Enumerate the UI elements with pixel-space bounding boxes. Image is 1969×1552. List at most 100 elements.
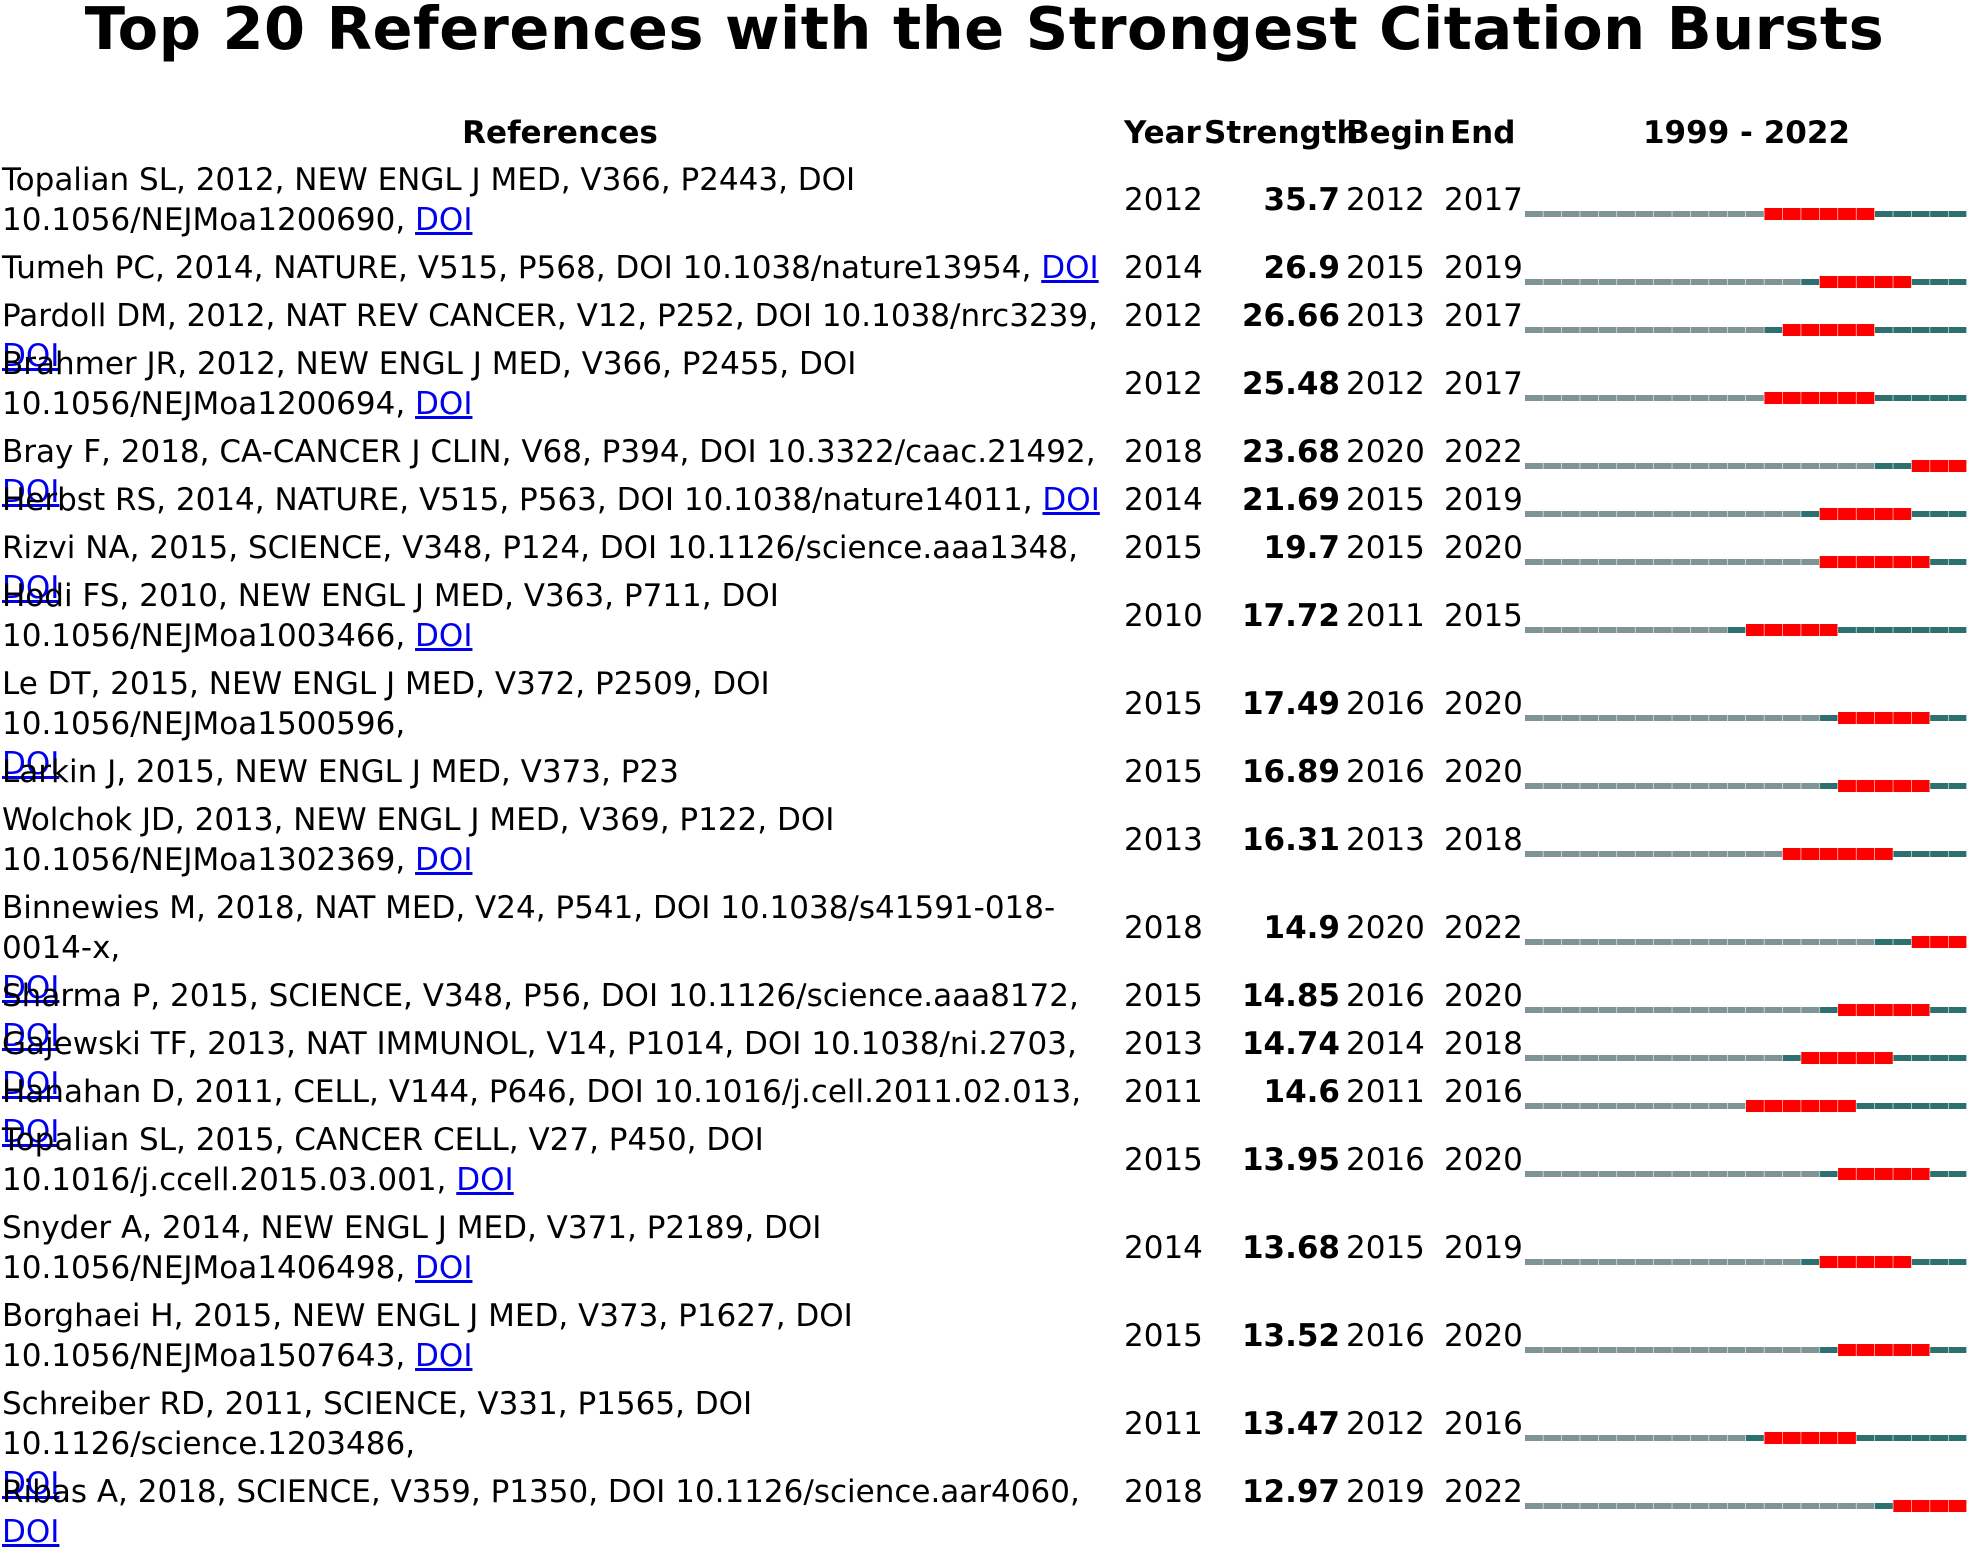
doi-link[interactable]: DOI [2, 338, 60, 374]
timeline-segment [1948, 783, 1967, 789]
doi-link[interactable]: DOI [2, 1066, 60, 1102]
timeline-segment [1617, 511, 1635, 517]
burst-segment [1893, 1168, 1912, 1180]
burst-segment [1893, 508, 1912, 520]
burst-timeline [1525, 208, 1967, 220]
doi-link[interactable]: DOI [415, 618, 473, 654]
timeline-segment [1653, 1055, 1672, 1061]
timeline-segment [1561, 211, 1580, 217]
doi-link[interactable]: DOI [415, 1250, 473, 1286]
year-cell: 2018 [1124, 910, 1203, 946]
doi-link[interactable]: DOI [2, 970, 60, 1006]
begin-cell: 2016 [1346, 978, 1425, 1014]
burst-segment [1801, 324, 1820, 336]
timeline-segment [1690, 783, 1709, 789]
doi-link[interactable]: DOI [1042, 482, 1100, 518]
timeline-segment [1635, 559, 1654, 565]
timeline-segment [1598, 1103, 1617, 1109]
burst-segment [1838, 208, 1856, 220]
doi-link[interactable]: DOI [415, 386, 473, 422]
timeline-segment [1911, 327, 1930, 333]
timeline-segment [1746, 715, 1764, 721]
doi-link[interactable]: DOI [1041, 250, 1099, 286]
timeline-segment [1948, 559, 1967, 565]
strength-cell: 14.85 [1241, 978, 1340, 1014]
doi-link[interactable]: DOI [2, 570, 60, 606]
burst-segment [1856, 1168, 1875, 1180]
table-row: Herbst RS, 2014, NATURE, V515, P563, DOI… [0, 480, 1969, 520]
doi-link[interactable]: DOI [2, 474, 60, 510]
doi-link[interactable]: DOI [2, 1514, 60, 1550]
table-row: Borghaei H, 2015, NEW ENGL J MED, V373, … [0, 1296, 1969, 1376]
doi-link[interactable]: DOI [2, 1114, 60, 1150]
reference-text: Le DT, 2015, NEW ENGL J MED, V372, P2509… [2, 664, 1114, 784]
burst-segment [1856, 1052, 1875, 1064]
timeline-segment [1727, 279, 1746, 285]
reference-text: Borghaei H, 2015, NEW ENGL J MED, V373, … [2, 1296, 1114, 1376]
timeline-segment [1838, 627, 1856, 633]
timeline-segment [1635, 1259, 1654, 1265]
timeline-segment [1653, 939, 1672, 945]
burst-segment [1838, 1168, 1856, 1180]
timeline-segment [1635, 1435, 1654, 1441]
begin-cell: 2011 [1346, 1074, 1425, 1110]
timeline-segment [1709, 1055, 1727, 1061]
timeline-segment [1690, 1259, 1709, 1265]
timeline-segment [1561, 1007, 1580, 1013]
burst-segment [1764, 1100, 1783, 1112]
table-row: Hanahan D, 2011, CELL, V144, P646, DOI 1… [0, 1072, 1969, 1150]
timeline-segment [1948, 1103, 1967, 1109]
reference-line: Bray F, 2018, CA-CANCER J CLIN, V68, P39… [2, 434, 1096, 470]
timeline-segment [1543, 1055, 1562, 1061]
burst-segment [1911, 780, 1930, 792]
timeline-segment [1764, 939, 1783, 945]
header-year-range: 1999 - 2022 [1642, 115, 1850, 151]
timeline-segment [1801, 279, 1820, 285]
timeline-segment [1580, 279, 1599, 285]
timeline-segment [1838, 1503, 1856, 1509]
doi-link[interactable]: DOI [456, 1162, 514, 1198]
doi-link[interactable]: DOI [415, 202, 473, 238]
timeline-segment [1525, 1347, 1543, 1353]
timeline-segment [1543, 463, 1562, 469]
burst-timeline [1525, 392, 1967, 404]
timeline-segment [1635, 211, 1654, 217]
timeline-segment [1672, 1347, 1691, 1353]
begin-cell: 2013 [1346, 822, 1425, 858]
timeline-segment [1930, 1347, 1948, 1353]
timeline-segment [1598, 559, 1617, 565]
timeline-segment [1598, 715, 1617, 721]
timeline-segment [1893, 327, 1912, 333]
timeline-segment [1543, 939, 1562, 945]
timeline-segment [1801, 559, 1820, 565]
timeline-segment [1819, 463, 1838, 469]
doi-link[interactable]: DOI [415, 1338, 473, 1374]
timeline-segment [1580, 511, 1599, 517]
year-cell: 2012 [1124, 182, 1203, 218]
year-cell: 2010 [1124, 598, 1203, 634]
doi-link[interactable]: DOI [2, 1466, 60, 1502]
end-cell: 2018 [1444, 822, 1523, 858]
doi-link[interactable]: DOI [2, 746, 60, 782]
timeline-segment [1580, 715, 1599, 721]
strength-cell: 19.7 [1263, 530, 1341, 566]
timeline-segment [1782, 1007, 1801, 1013]
timeline-segment [1580, 783, 1599, 789]
timeline-segment [1598, 1435, 1617, 1441]
burst-timeline [1525, 1432, 1967, 1444]
timeline-segment [1543, 715, 1562, 721]
timeline-segment [1690, 327, 1709, 333]
timeline-segment [1782, 559, 1801, 565]
timeline-segment [1782, 463, 1801, 469]
timeline-segment [1782, 1171, 1801, 1177]
burst-timeline [1525, 508, 1967, 520]
doi-link[interactable]: DOI [2, 1018, 60, 1054]
burst-segment [1819, 848, 1838, 860]
burst-segment [1893, 712, 1912, 724]
timeline-segment [1930, 1007, 1948, 1013]
table-row: Hodi FS, 2010, NEW ENGL J MED, V363, P71… [0, 576, 1969, 656]
year-cell: 2018 [1124, 434, 1203, 470]
doi-link[interactable]: DOI [415, 842, 473, 878]
reference-line: 10.1016/j.ccell.2015.03.001, [2, 1162, 457, 1198]
burst-segment [1856, 1344, 1875, 1356]
